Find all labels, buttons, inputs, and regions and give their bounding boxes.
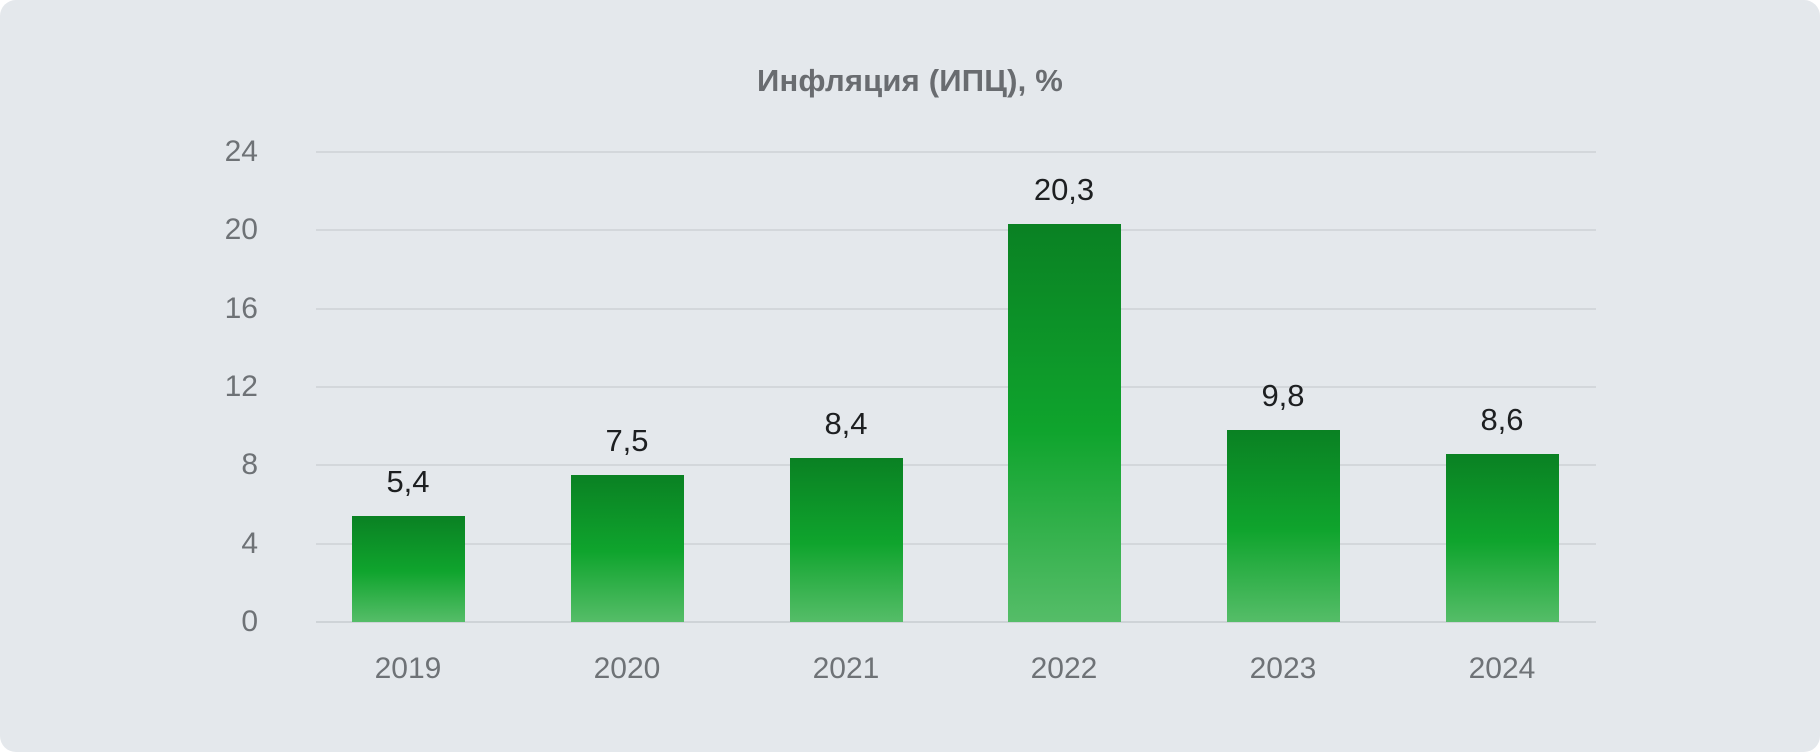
y-axis-tick-label-4: 4 [241,526,258,560]
x-axis-label-2020: 2020 [593,652,661,685]
bar-2021 [789,457,903,622]
gridline-y-12 [316,386,1596,388]
bar-value-label-2019: 5,4 [386,464,430,500]
bar-2019 [351,516,465,622]
y-axis-tick-label-8: 8 [241,448,258,482]
x-axis-label-2019: 2019 [374,652,442,685]
bar-value-label-2020: 7,5 [605,423,649,459]
x-axis-label-2024: 2024 [1468,652,1536,685]
bar-value-label-2023: 9,8 [1261,378,1305,414]
bar-2023 [1226,430,1340,622]
bar-2020 [570,475,684,622]
bar-value-label-2022: 20,3 [1033,172,1095,208]
y-axis-tick-label-12: 12 [224,370,258,403]
x-axis-label-2022: 2022 [1030,652,1098,685]
chart-title: Инфляция (ИПЦ), % [757,63,1063,98]
bar-value-label-2021: 8,4 [824,405,868,441]
bar-2022 [1007,224,1121,622]
gridline-y-4 [316,542,1596,545]
bar-value-label-2024: 8,6 [1480,401,1524,437]
y-axis-tick-label-16: 16 [224,291,258,325]
gridline-y-20 [316,229,1596,232]
y-axis-tick-label-24: 24 [224,135,258,168]
x-axis-label-2021: 2021 [812,652,880,685]
y-axis-tick-label-0: 0 [241,605,258,638]
gridline-y-8 [316,464,1596,467]
gridline-y-24 [316,151,1596,153]
y-axis-tick-label-20: 20 [224,213,258,247]
gridline-y-16 [316,307,1596,310]
gridline-y-0 [316,621,1596,623]
bar-2024 [1445,453,1559,622]
x-axis-label-2023: 2023 [1249,652,1317,685]
plot-area: 5,4 7,5 8,4 20,3 9,8 8,6 [316,151,1596,623]
